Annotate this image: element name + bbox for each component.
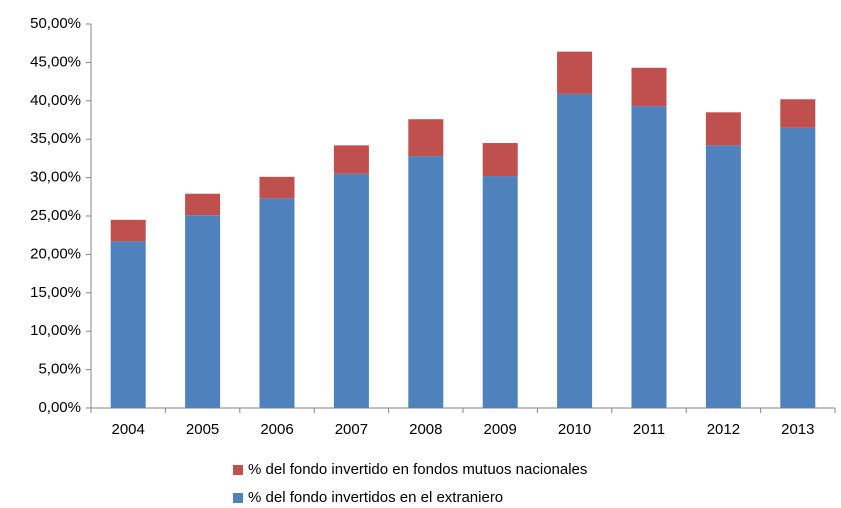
x-tick-label: 2012 [707, 421, 740, 438]
bar-segment [259, 176, 295, 199]
x-tick-label: 2004 [112, 421, 145, 438]
x-tick-label: 2010 [558, 421, 591, 438]
x-tick-label: 2008 [409, 421, 442, 438]
bar-segment [408, 156, 444, 408]
x-tick-label: 2006 [260, 421, 293, 438]
y-tick-label: 10,00% [30, 322, 81, 339]
y-tick-label: 20,00% [30, 245, 81, 262]
x-tick-label: 2009 [484, 421, 517, 438]
y-tick-label: 50,00% [30, 15, 81, 32]
y-tick-label: 40,00% [30, 92, 81, 109]
bar-segment [705, 112, 741, 146]
y-tick-label: 25,00% [30, 207, 81, 224]
bar-segment [110, 241, 146, 408]
bar-segment [482, 143, 518, 177]
y-tick-label: 5,00% [38, 361, 81, 378]
x-tick-label: 2005 [186, 421, 219, 438]
y-tick-label: 35,00% [30, 130, 81, 147]
legend-swatch [233, 465, 243, 475]
y-tick-label: 45,00% [30, 53, 81, 70]
legend-label: % del fondo invertido en fondos mutuos n… [248, 461, 587, 478]
legend-swatch [233, 493, 243, 503]
bar-segment [631, 106, 667, 409]
bar-segment [557, 93, 593, 408]
x-tick-label: 2007 [335, 421, 368, 438]
x-tick-label: 2011 [633, 421, 665, 438]
legend-label: % del fondo invertidos en el extraniero [248, 489, 503, 506]
y-tick-label: 0,00% [38, 399, 81, 416]
bar-segment [185, 193, 221, 216]
bar-segment [780, 99, 816, 128]
x-tick-label: 2013 [781, 421, 814, 438]
y-tick-label: 30,00% [30, 169, 81, 186]
bar-segment [259, 198, 295, 408]
bar-segment [557, 51, 593, 94]
bar-segment [333, 145, 369, 174]
bar-segment [705, 145, 741, 408]
bar-segment [110, 219, 146, 242]
bar-segment [333, 173, 369, 408]
bar-segment [780, 127, 816, 409]
bar-segment [185, 215, 221, 408]
bar-segment [482, 176, 518, 408]
y-tick-label: 15,00% [30, 284, 81, 301]
bar-segment [631, 67, 667, 107]
bar-segment [408, 119, 444, 157]
